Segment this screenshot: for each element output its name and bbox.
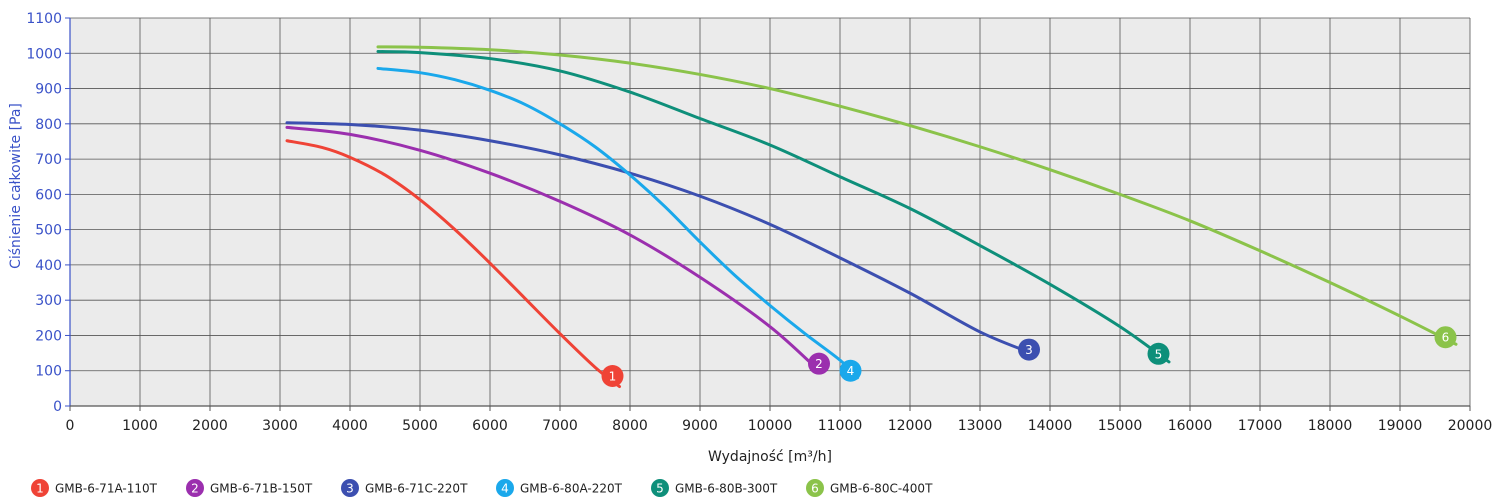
x-tick-label: 4000	[332, 418, 368, 434]
x-tick-label: 14000	[1028, 418, 1073, 434]
x-tick-label: 13000	[958, 418, 1003, 434]
series-line-5	[376, 50, 1171, 364]
curve-marker-4: 4	[839, 359, 862, 382]
marker-circle	[1018, 338, 1040, 361]
x-tick-label: 12000	[888, 418, 933, 434]
x-tick-label: 1000	[122, 418, 158, 434]
legend-item-4: 4 GMB-6-80A-220T	[496, 479, 623, 497]
y-tick-label: 600	[35, 187, 62, 203]
legend: 1 GMB-6-71A-110T 2 GMB-6-71B-150T 3 GMB-6-71C…	[31, 479, 933, 497]
y-tick-label: 200	[35, 328, 62, 344]
x-tick-label: 2000	[192, 418, 228, 434]
y-tick-label: 800	[35, 117, 62, 133]
legend-swatch	[496, 479, 514, 497]
x-tick-label: 16000	[1168, 418, 1213, 434]
series-group	[285, 45, 1458, 389]
series-line-6	[376, 45, 1458, 346]
series-line-1	[285, 139, 621, 389]
x-tick-label: 3000	[262, 418, 298, 434]
grid	[69, 17, 1471, 407]
legend-label: GMB-6-80A-220T	[520, 482, 623, 496]
legend-label: GMB-6-80B-300T	[675, 482, 778, 496]
x-tick-label: 20000	[1448, 418, 1493, 434]
legend-swatch	[341, 479, 359, 497]
marker-circle	[1147, 342, 1170, 365]
y-tick-label: 300	[35, 293, 62, 309]
curve-marker-6: 6	[1434, 326, 1457, 349]
marker-group: 1 2 4 3 5 6	[601, 326, 1457, 388]
legend-swatch	[806, 479, 824, 497]
curve-marker-2: 2	[808, 352, 830, 375]
marker-circle	[808, 352, 830, 375]
legend-label: GMB-6-71C-220T	[365, 482, 468, 496]
marker-number: 4	[847, 364, 855, 378]
y-tick-label: 0	[53, 399, 62, 415]
x-tick-label: 15000	[1098, 418, 1143, 434]
legend-number: 3	[346, 482, 354, 496]
marker-number: 6	[1442, 331, 1450, 345]
legend-swatch	[31, 479, 49, 497]
x-tick-label: 19000	[1378, 418, 1423, 434]
x-tick-label: 5000	[402, 418, 438, 434]
y-axis-label: Ciśnienie całkowite [Pa]	[8, 103, 24, 269]
marker-number: 1	[609, 370, 617, 384]
legend-label: GMB-6-71B-150T	[210, 482, 313, 496]
legend-number: 1	[36, 482, 44, 496]
y-tick-label: 1100	[26, 11, 62, 27]
x-tick-label: 10000	[748, 418, 793, 434]
marker-circle	[839, 359, 862, 382]
x-tick-label: 18000	[1308, 418, 1353, 434]
x-tick-label: 11000	[818, 418, 863, 434]
legend-number: 6	[811, 482, 819, 496]
y-tick-label: 900	[35, 82, 62, 98]
y-tick-label: 500	[35, 223, 62, 239]
x-tick-label: 0	[66, 418, 75, 434]
marker-number: 2	[815, 357, 823, 371]
legend-number: 4	[501, 482, 509, 496]
legend-swatch	[651, 479, 669, 497]
legend-item-1: 1 GMB-6-71A-110T	[31, 479, 158, 497]
legend-swatch	[186, 479, 204, 497]
x-tick-label: 9000	[682, 418, 718, 434]
x-tick-label: 8000	[612, 418, 648, 434]
x-axis-label: Wydajność [m³/h]	[708, 449, 832, 465]
curve-marker-5: 5	[1147, 342, 1170, 365]
legend-item-6: 6 GMB-6-80C-400T	[806, 479, 933, 497]
legend-item-5: 5 GMB-6-80B-300T	[651, 479, 778, 497]
y-tick-label: 1000	[26, 46, 62, 62]
curve-marker-3: 3	[1018, 338, 1040, 361]
marker-circle	[601, 365, 624, 388]
series-line-4	[376, 66, 859, 380]
series-line-2	[285, 125, 821, 373]
x-tick-label: 6000	[472, 418, 508, 434]
x-tick-label: 17000	[1238, 418, 1283, 434]
marker-number: 3	[1025, 343, 1033, 357]
curve-marker-1: 1	[601, 365, 624, 388]
y-tick-label: 400	[35, 258, 62, 274]
marker-circle	[1434, 326, 1457, 349]
marker-number: 5	[1155, 347, 1163, 361]
legend-label: GMB-6-80C-400T	[830, 482, 933, 496]
y-tick-label: 100	[35, 364, 62, 380]
legend-item-3: 3 GMB-6-71C-220T	[341, 479, 468, 497]
legend-number: 5	[656, 482, 664, 496]
legend-number: 2	[191, 482, 199, 496]
legend-item-2: 2 GMB-6-71B-150T	[186, 479, 313, 497]
x-tick-label: 7000	[542, 418, 578, 434]
axes: 0 1000 2000 3000 4000 5000 6000 7000 8000 9000 100…	[26, 11, 1492, 434]
y-tick-label: 700	[35, 152, 62, 168]
series-line-3	[285, 121, 1038, 357]
legend-label: GMB-6-71A-110T	[55, 482, 158, 496]
